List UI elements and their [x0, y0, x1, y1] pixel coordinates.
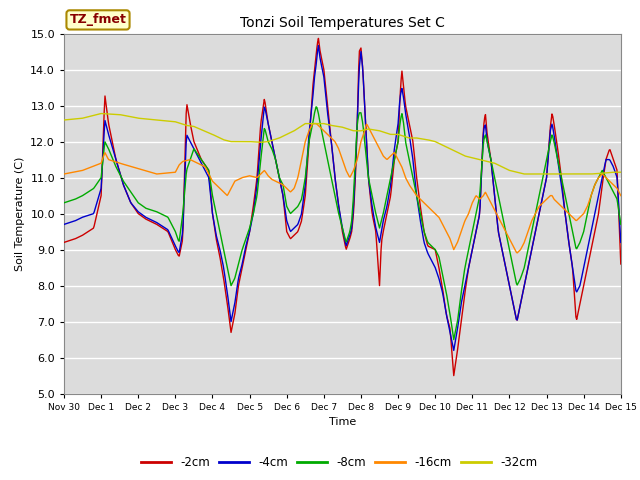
X-axis label: Time: Time — [329, 417, 356, 427]
Legend: -2cm, -4cm, -8cm, -16cm, -32cm: -2cm, -4cm, -8cm, -16cm, -32cm — [136, 452, 542, 474]
Y-axis label: Soil Temperature (C): Soil Temperature (C) — [15, 156, 25, 271]
Text: TZ_fmet: TZ_fmet — [70, 13, 127, 26]
Title: Tonzi Soil Temperatures Set C: Tonzi Soil Temperatures Set C — [240, 16, 445, 30]
